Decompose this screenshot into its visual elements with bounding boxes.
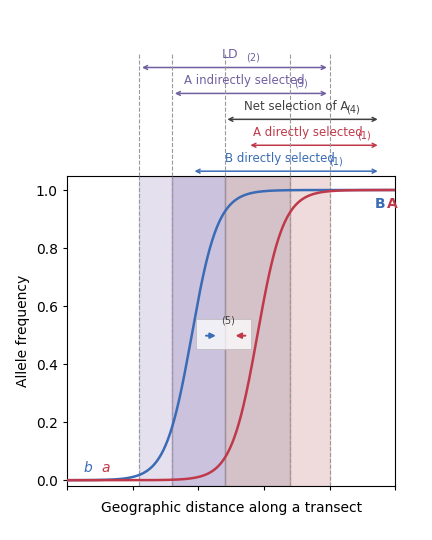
Text: b: b [83,461,92,475]
Text: (1): (1) [329,156,343,166]
Text: (4): (4) [346,104,359,114]
Text: (3): (3) [294,78,308,89]
Y-axis label: Allele frequency: Allele frequency [16,275,30,387]
Text: a: a [102,461,110,475]
Text: (1): (1) [357,130,371,140]
Text: (5): (5) [221,316,235,326]
Text: A directly selected: A directly selected [253,126,362,139]
Text: A: A [387,197,398,211]
X-axis label: Geographic distance along a transect: Geographic distance along a transect [101,501,362,515]
Bar [290,176,330,486]
Text: B: B [375,197,385,211]
Text: A indirectly selected: A indirectly selected [184,74,305,87]
Text: (2): (2) [247,52,260,63]
Bar [172,176,225,486]
Bar [139,176,172,486]
Bar [225,176,290,486]
Text: LD: LD [222,48,238,61]
Text: B directly selected: B directly selected [225,152,334,165]
Text: Net selection of A: Net selection of A [244,100,348,113]
FancyBboxPatch shape [196,319,251,349]
